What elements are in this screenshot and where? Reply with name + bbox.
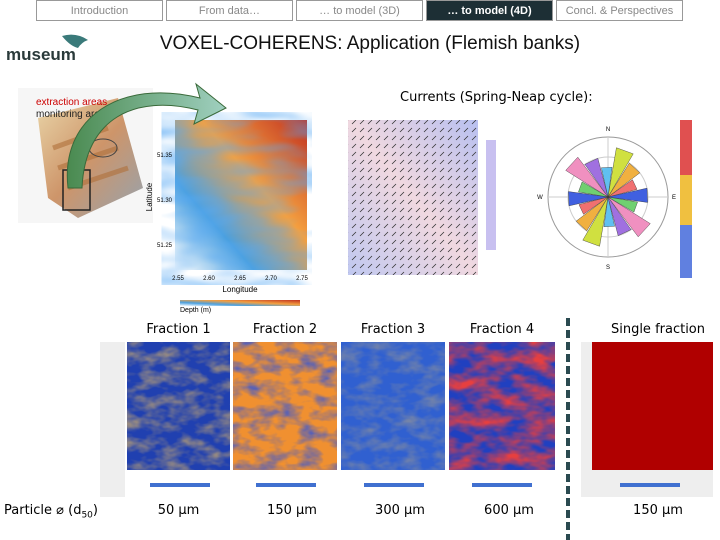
legend-label: Depth (m)	[180, 307, 211, 314]
nav-tab[interactable]: … to model (3D)	[296, 0, 423, 21]
current-rose: N E S W	[537, 120, 692, 278]
rose-label: E	[672, 195, 676, 201]
rose-petal	[568, 191, 609, 207]
particle-size: 300 µm	[375, 503, 425, 518]
fraction-label: Fraction 1	[146, 322, 211, 337]
title: VOXEL-COHERENS: Application (Flemish ban…	[159, 33, 581, 54]
map-label: extraction areas	[36, 97, 108, 108]
nav-tab[interactable]: From data…	[166, 0, 293, 21]
rose-petal	[565, 156, 609, 198]
fraction-label: Fraction 3	[360, 322, 426, 337]
y-axis-label: Latitude	[145, 182, 154, 211]
rose-label: W	[537, 195, 543, 201]
x-tick-label: 2.65	[234, 276, 246, 282]
fraction-label: Fraction 4	[469, 322, 535, 337]
nav-tab[interactable]: … to model (4D)	[426, 0, 553, 21]
rose-petal	[601, 167, 613, 198]
y-tick-label: 51.30	[157, 198, 173, 204]
fraction-label: Single fraction	[610, 322, 706, 337]
rose-petal	[607, 179, 638, 198]
rose-petal	[607, 196, 638, 213]
fraction-panels	[100, 342, 713, 497]
y-tick-label: 51.25	[157, 243, 173, 249]
x-axis-label: Longitude	[222, 285, 258, 294]
particle-size: 600 µm	[484, 503, 534, 518]
rose-petal	[607, 196, 632, 236]
divider	[566, 318, 570, 540]
x-tick-label: 2.60	[203, 276, 215, 282]
nav-tab[interactable]: Introduction	[36, 0, 163, 21]
rose-petal	[603, 196, 615, 227]
particle-label-sub: 50	[81, 510, 93, 521]
currents-title: Currents (Spring-Neap cycle):	[400, 90, 593, 105]
depth-map	[175, 120, 307, 306]
rose-petal	[584, 158, 609, 198]
particle-label-text: )	[92, 503, 98, 518]
currents-map	[348, 120, 496, 275]
rose-petal	[607, 147, 634, 198]
x-tick-label: 2.75	[296, 276, 308, 282]
rose-petal	[578, 181, 609, 198]
arrow	[66, 82, 227, 189]
rose-petal	[607, 162, 641, 198]
rose-label: S	[606, 265, 610, 271]
fraction-label: Fraction 2	[252, 322, 318, 337]
nav-tab[interactable]: Concl. & Perspectives	[556, 0, 683, 21]
rose-petal	[607, 187, 648, 203]
rose-petal	[607, 196, 651, 238]
rose-petal	[575, 196, 609, 232]
depth-map-labels: 51.35 51.30 51.25 2.55 2.60 2.65 2.70 2.75 Longi…	[145, 153, 308, 314]
particle-label-text: Particle ⌀ (d	[4, 503, 82, 518]
x-tick-label: 2.70	[265, 276, 277, 282]
rose-label: N	[606, 127, 610, 133]
particle-label: Particle ⌀ (d50)	[4, 503, 98, 521]
rose-petal	[582, 196, 609, 247]
logo: museum	[6, 45, 76, 64]
rose-petal	[578, 196, 609, 215]
logo-icon	[62, 34, 88, 48]
particle-size: 150 µm	[267, 503, 317, 518]
y-tick-label: 51.35	[157, 153, 173, 159]
particle-size: 150 µm	[633, 503, 683, 518]
x-tick-label: 2.55	[172, 276, 184, 282]
map-label: monitoring areas	[36, 109, 111, 120]
particle-size: 50 µm	[157, 503, 200, 518]
